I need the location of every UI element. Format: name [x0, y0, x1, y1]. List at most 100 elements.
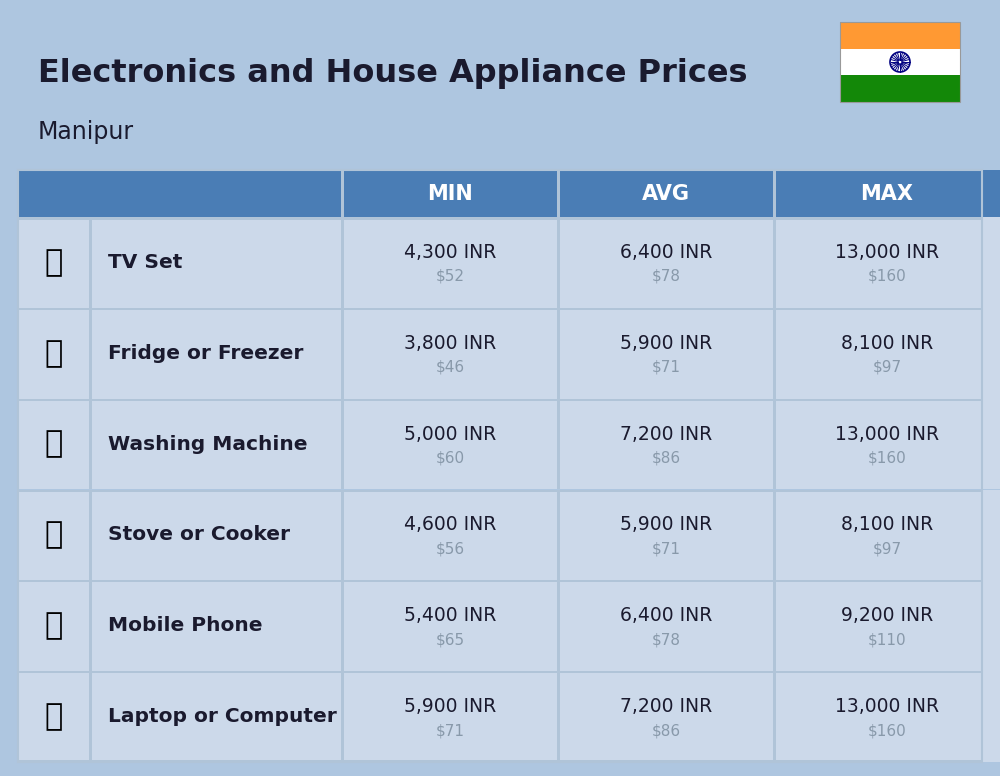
Text: Electronics and House Appliance Prices: Electronics and House Appliance Prices: [38, 58, 748, 89]
Text: $78: $78: [652, 632, 680, 647]
Bar: [840, 75, 960, 102]
Text: $46: $46: [435, 360, 465, 375]
Text: 5,900 INR: 5,900 INR: [404, 697, 496, 716]
Text: $86: $86: [651, 723, 681, 738]
Text: 4,300 INR: 4,300 INR: [404, 243, 496, 262]
Text: $78: $78: [652, 269, 680, 284]
Text: Stove or Cooker: Stove or Cooker: [108, 525, 290, 545]
Bar: [18, 170, 982, 762]
Bar: [340, 490, 344, 580]
Text: $52: $52: [436, 269, 464, 284]
Bar: [90, 170, 342, 217]
Bar: [342, 580, 558, 671]
Bar: [340, 170, 344, 217]
Text: $71: $71: [652, 360, 680, 375]
Bar: [18, 217, 90, 308]
Bar: [558, 399, 774, 490]
Text: 5,000 INR: 5,000 INR: [404, 424, 496, 444]
Text: 🧊: 🧊: [45, 339, 63, 368]
Bar: [342, 399, 558, 490]
Bar: [558, 671, 774, 762]
Bar: [18, 671, 982, 673]
Text: 6,400 INR: 6,400 INR: [620, 606, 712, 625]
Text: 9,200 INR: 9,200 INR: [841, 606, 933, 625]
Bar: [342, 490, 558, 580]
Text: $65: $65: [435, 632, 465, 647]
Bar: [556, 217, 560, 308]
Text: $160: $160: [868, 269, 906, 284]
Text: $97: $97: [872, 360, 902, 375]
Text: $56: $56: [435, 542, 465, 556]
Bar: [774, 217, 1000, 308]
Bar: [18, 671, 90, 762]
Bar: [18, 308, 90, 399]
Bar: [90, 308, 342, 399]
Bar: [90, 671, 342, 762]
Bar: [840, 49, 960, 75]
Bar: [840, 22, 960, 102]
Bar: [90, 490, 342, 580]
Text: TV Set: TV Set: [108, 253, 182, 272]
Text: 💻: 💻: [45, 702, 63, 731]
Bar: [18, 399, 90, 490]
Bar: [340, 217, 344, 308]
Text: 5,900 INR: 5,900 INR: [620, 334, 712, 353]
Bar: [558, 170, 774, 217]
Bar: [772, 217, 776, 308]
Bar: [556, 490, 560, 580]
Bar: [772, 671, 776, 762]
Text: $97: $97: [872, 542, 902, 556]
Bar: [342, 217, 558, 308]
Bar: [18, 490, 982, 491]
Bar: [774, 399, 1000, 490]
Text: $71: $71: [436, 723, 464, 738]
Text: 8,100 INR: 8,100 INR: [841, 334, 933, 353]
Text: 3,800 INR: 3,800 INR: [404, 334, 496, 353]
Bar: [340, 399, 344, 490]
Text: Mobile Phone: Mobile Phone: [108, 616, 262, 636]
Text: 🍳: 🍳: [45, 521, 63, 549]
Bar: [340, 671, 344, 762]
Bar: [18, 308, 982, 310]
Bar: [88, 399, 92, 490]
Bar: [556, 308, 560, 399]
Text: 7,200 INR: 7,200 INR: [620, 697, 712, 716]
Bar: [18, 217, 982, 220]
Bar: [342, 170, 558, 217]
Bar: [88, 671, 92, 762]
Text: 6,400 INR: 6,400 INR: [620, 243, 712, 262]
Text: MIN: MIN: [427, 183, 473, 203]
Text: 13,000 INR: 13,000 INR: [835, 243, 939, 262]
Text: 13,000 INR: 13,000 INR: [835, 697, 939, 716]
Bar: [774, 308, 1000, 399]
Text: 📺: 📺: [45, 248, 63, 277]
Bar: [88, 580, 92, 671]
Bar: [772, 308, 776, 399]
Bar: [88, 308, 92, 399]
Bar: [772, 170, 776, 217]
Bar: [558, 490, 774, 580]
Bar: [772, 490, 776, 580]
Text: 8,100 INR: 8,100 INR: [841, 515, 933, 535]
Text: Manipur: Manipur: [38, 120, 134, 144]
Text: $71: $71: [652, 542, 680, 556]
Bar: [772, 580, 776, 671]
Bar: [340, 308, 344, 399]
Bar: [774, 170, 1000, 217]
Bar: [772, 399, 776, 490]
Text: 📱: 📱: [45, 611, 63, 640]
Bar: [556, 399, 560, 490]
Bar: [558, 308, 774, 399]
Bar: [18, 399, 982, 400]
Text: Fridge or Freezer: Fridge or Freezer: [108, 344, 303, 362]
Bar: [18, 170, 90, 217]
Bar: [90, 217, 342, 308]
Bar: [556, 170, 560, 217]
Text: 4,600 INR: 4,600 INR: [404, 515, 496, 535]
Text: 5,400 INR: 5,400 INR: [404, 606, 496, 625]
Bar: [342, 671, 558, 762]
Text: $160: $160: [868, 451, 906, 466]
Bar: [340, 580, 344, 671]
Text: $110: $110: [868, 632, 906, 647]
Text: AVG: AVG: [642, 183, 690, 203]
